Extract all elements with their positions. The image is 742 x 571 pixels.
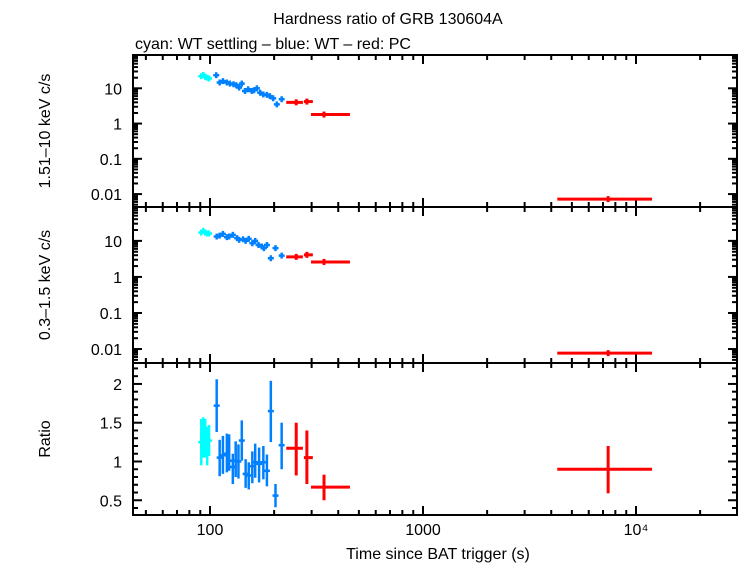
data-point xyxy=(557,196,653,203)
data-point xyxy=(278,422,285,470)
x-tick-label: 100 xyxy=(197,522,224,539)
series-wt xyxy=(213,230,285,262)
series-pc xyxy=(286,98,653,203)
data-point xyxy=(235,444,242,479)
panel-frame xyxy=(132,54,738,208)
data-point xyxy=(260,245,267,252)
y-axis-label-hard: 1.51–10 keV c/s xyxy=(37,74,54,189)
data-point xyxy=(278,96,285,103)
data-point xyxy=(245,235,252,242)
x-tick-label: 1000 xyxy=(405,522,441,539)
data-point xyxy=(557,445,653,494)
data-point xyxy=(303,251,313,258)
chart-subtitle: cyan: WT settling – blue: WT – red: PC xyxy=(135,36,411,53)
data-point xyxy=(273,101,280,108)
data-point xyxy=(278,252,285,259)
y-tick-label: 10 xyxy=(104,234,122,251)
data-point xyxy=(213,72,220,79)
y-tick-label: 2 xyxy=(113,377,122,394)
panel-soft: 10 1 0.1 0.01 xyxy=(91,206,738,364)
series-wt-settling xyxy=(198,227,213,237)
series-wt xyxy=(213,379,285,508)
x-tick-label: 10⁴ xyxy=(624,522,649,539)
data-point xyxy=(557,350,653,357)
y-tick-label: 10 xyxy=(104,81,122,98)
data-point xyxy=(270,95,277,102)
data-point xyxy=(252,443,259,478)
chart-title: Hardness ratio of GRB 130604A xyxy=(273,11,503,28)
data-point xyxy=(226,233,233,240)
y-tick-label: 0.5 xyxy=(100,493,122,510)
data-point xyxy=(267,255,274,262)
data-point xyxy=(263,241,270,248)
data-point xyxy=(206,230,213,237)
data-point xyxy=(303,430,313,484)
data-point xyxy=(206,425,213,457)
data-point xyxy=(245,86,252,93)
panel-ratio: 2 1.5 1 0.5 100 1000 10⁴ xyxy=(100,362,738,539)
series-wt xyxy=(213,72,285,108)
data-point xyxy=(213,379,220,433)
series-pc xyxy=(286,422,653,501)
data-point xyxy=(252,237,259,244)
panel-frame xyxy=(132,206,738,364)
data-point xyxy=(226,434,233,471)
data-point xyxy=(245,462,252,490)
series-wt-settling xyxy=(198,71,213,82)
data-point xyxy=(216,439,223,477)
data-point xyxy=(267,380,274,443)
y-axis-label-soft: 0.3–1.5 keV c/s xyxy=(37,230,54,340)
data-point xyxy=(286,253,303,260)
data-point xyxy=(216,232,223,239)
data-point xyxy=(238,420,245,461)
series-wt-settling xyxy=(198,417,213,466)
data-point xyxy=(272,245,279,252)
data-point xyxy=(253,85,260,92)
data-point xyxy=(303,98,313,105)
y-tick-label: 0.1 xyxy=(100,306,122,323)
data-point xyxy=(260,445,267,480)
y-tick-label: 1 xyxy=(113,454,122,471)
data-point xyxy=(216,79,223,86)
data-point xyxy=(206,75,213,82)
data-point xyxy=(311,111,350,118)
data-point xyxy=(229,231,236,238)
series-pc xyxy=(286,251,653,357)
y-tick-label: 0.01 xyxy=(91,342,122,359)
data-point xyxy=(219,230,226,237)
panel-frame xyxy=(132,362,738,516)
y-tick-label: 0.1 xyxy=(100,152,122,169)
data-point xyxy=(272,483,279,508)
data-point xyxy=(286,422,303,476)
data-point xyxy=(311,258,350,265)
data-point xyxy=(266,93,273,100)
data-point xyxy=(219,78,226,85)
y-axis-label-ratio: Ratio xyxy=(37,420,54,457)
y-tick-label: 1 xyxy=(113,117,122,134)
data-point xyxy=(238,80,245,87)
data-point xyxy=(236,84,243,91)
y-tick-label: 1 xyxy=(113,270,122,287)
panel-hard: 10 1 0.1 0.01 xyxy=(91,54,738,208)
x-axis-label: Time since BAT trigger (s) xyxy=(346,546,530,563)
data-point xyxy=(286,99,303,106)
y-tick-label: 0.01 xyxy=(91,187,122,204)
data-point xyxy=(219,435,226,474)
data-point xyxy=(263,454,270,487)
data-point xyxy=(256,447,263,483)
y-tick-label: 1.5 xyxy=(100,416,122,433)
data-point xyxy=(311,474,350,501)
